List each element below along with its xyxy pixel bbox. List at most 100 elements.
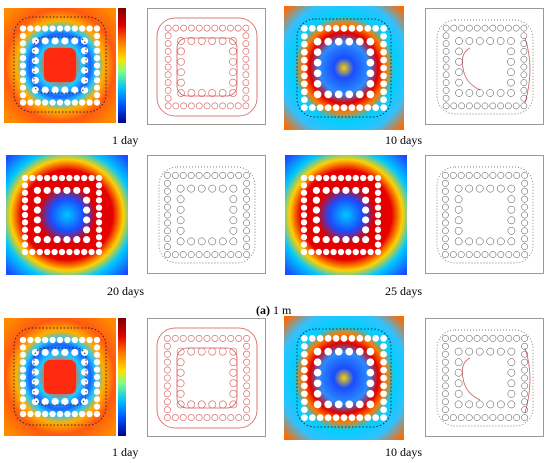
pile-hole: [66, 174, 73, 182]
pile-hole: [21, 197, 29, 204]
pile-holes: [19, 25, 101, 106]
pile-outline: [521, 195, 528, 203]
pile-hole: [21, 226, 29, 233]
pile-outline: [520, 71, 528, 79]
heatmap-25days-a: [285, 155, 407, 275]
heatmap-svg: [4, 8, 126, 123]
pile-outline: [218, 89, 227, 97]
pile-outline: [208, 89, 217, 97]
caption-r1-left: 1 day: [112, 133, 139, 147]
pile-hole: [81, 388, 89, 396]
heatmap-20days-a: [6, 155, 128, 275]
pile-hole: [356, 335, 364, 342]
pile-outline: [513, 251, 521, 258]
pile-outline: [180, 24, 187, 32]
pile-outline: [176, 226, 185, 235]
pile-hole: [19, 99, 27, 106]
pile-hole: [41, 348, 49, 356]
pile-hole: [79, 25, 86, 32]
pile-hole: [380, 350, 387, 358]
pile-outline: [179, 172, 187, 179]
pile-hole: [380, 88, 387, 96]
pile-outline: [481, 335, 489, 342]
pile-hole: [366, 389, 375, 398]
pile-hole: [301, 32, 308, 40]
pile-outline: [481, 172, 489, 179]
pile-outline: [177, 57, 185, 66]
pile-hole: [366, 48, 375, 57]
pile-outline: [243, 374, 251, 382]
pile-outline: [521, 350, 528, 358]
contour-20days-a: [147, 155, 267, 275]
pile-hole: [337, 248, 345, 256]
pile-outline: [171, 414, 179, 422]
pile-outline: [507, 205, 516, 214]
pile-hole: [31, 86, 39, 94]
pile-outline: [521, 211, 528, 219]
pile-outline: [242, 32, 250, 40]
pile-outline: [242, 94, 250, 102]
pile-hole: [19, 77, 27, 84]
pile-hole: [31, 368, 39, 376]
pile-hole: [342, 186, 350, 194]
pile-outline: [164, 211, 171, 219]
pile-hole: [51, 174, 58, 182]
pile-outline: [218, 237, 227, 246]
pile-outline: [172, 102, 180, 110]
pile-outline: [180, 102, 187, 110]
pile-hole: [301, 64, 308, 72]
pile-hole: [355, 90, 364, 99]
pile-hole: [19, 381, 27, 388]
pile-hole: [301, 48, 308, 56]
pile-outline: [218, 347, 227, 356]
pile-hole: [380, 358, 387, 366]
pile-outline: [197, 184, 206, 193]
pile-hole: [380, 56, 387, 64]
pile-hole: [64, 99, 71, 106]
pile-hole: [34, 25, 41, 32]
pile-hole: [49, 410, 56, 418]
pile-outline: [176, 195, 185, 204]
pile-hole: [366, 90, 375, 99]
pile-outline: [176, 216, 185, 225]
pile-outline: [208, 184, 217, 193]
pile-outline: [208, 400, 217, 409]
heatmap-svg: [6, 155, 128, 275]
pile-hole: [81, 398, 89, 406]
pile-outline: [475, 237, 484, 246]
pile-outline: [243, 235, 250, 243]
pile-hole: [374, 219, 382, 226]
pile-hole: [93, 396, 101, 403]
pile-hole: [301, 342, 308, 350]
pile-hole: [73, 186, 81, 194]
pile-outline: [242, 48, 250, 55]
pile-outline: [176, 358, 185, 367]
pile-hole: [42, 336, 49, 344]
pile-hole: [372, 25, 380, 32]
pile-hole: [21, 248, 29, 256]
pile-outline: [203, 251, 211, 258]
pile-outline: [507, 389, 516, 398]
colorbar: [118, 8, 126, 123]
heatmap-svg: [4, 318, 126, 436]
pile-outline: [234, 102, 242, 110]
pile-hole: [81, 248, 88, 256]
pile-hole: [63, 236, 71, 244]
pile-outline: [521, 219, 528, 227]
pile-hole: [19, 396, 27, 403]
pile-outline: [163, 382, 171, 390]
contour-svg: [147, 155, 266, 274]
pile-hole: [19, 410, 27, 418]
pile-outline: [242, 40, 250, 47]
pile-outline: [179, 334, 187, 342]
pile-hole: [315, 174, 322, 182]
pile-hole: [380, 335, 387, 342]
pile-hole: [362, 206, 370, 214]
pile-outline: [243, 227, 250, 235]
pile-outline: [442, 102, 450, 110]
pile-outline: [520, 94, 528, 102]
pile-outline: [442, 350, 449, 358]
pile-hole: [19, 359, 27, 366]
pile-outline: [243, 334, 251, 342]
pile-outline: [188, 102, 195, 110]
